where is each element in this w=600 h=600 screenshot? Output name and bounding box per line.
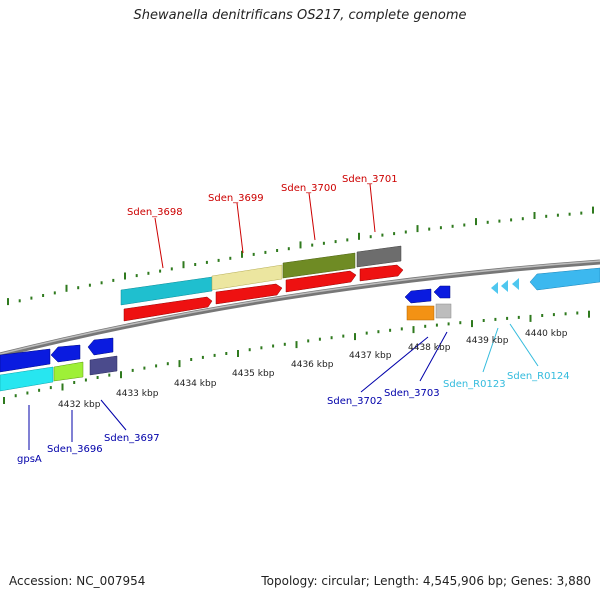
upper-tick-row [7,206,594,306]
lower-cds-row-left [0,337,118,392]
gene-arrow-blue [50,344,81,363]
gene-arrow-red [285,270,357,293]
leader-lines [28,183,539,450]
cds-bar-khaki [211,264,283,291]
kbp-label: 4432 kbp [58,400,101,410]
kbp-label: 4433 kbp [116,389,159,399]
rna-arrow-icon [512,278,519,290]
genome-summary-text: Topology: circular; Length: 4,545,906 bp… [261,574,591,588]
rna-genes [491,267,600,294]
gene-label: gpsA [17,454,42,465]
cds-bar-light-grey [435,303,452,319]
gene-label: Sden_3700 [281,183,337,194]
gene-arrow-blue [433,285,451,299]
kbp-label: 4434 kbp [174,379,217,389]
kbp-labels: 4432 kbp 4433 kbp 4434 kbp 4435 kbp 4436… [58,329,568,410]
cds-bar-orange [406,305,435,321]
lower-tick-row [3,310,590,404]
cds-bar-slate [89,355,118,376]
lower-cds-row-right [404,285,452,321]
rna-arrow-icon [501,280,508,292]
gene-arrow-blue [87,337,114,356]
cds-bar-lime [53,361,84,382]
gene-label: Sden_3702 [327,396,383,407]
cds-bar-cyan [0,366,54,392]
gene-label: Sden_3698 [127,207,183,218]
kbp-label: 4440 kbp [525,329,568,339]
gene-arrow-red [359,264,404,282]
rna-label: Sden_R0123 [443,379,506,390]
gene-arrow-red [215,283,283,305]
kbp-label: 4438 kbp [408,343,451,353]
gene-arrow-red [123,296,213,322]
gene-labels: Sden_3698 Sden_3699 Sden_3700 Sden_3701 … [17,174,570,465]
gene-arrow-lightblue [529,267,600,291]
cds-bar-olive [282,252,356,279]
gene-arrow-blue [404,288,432,304]
kbp-label: 4437 kbp [349,351,392,361]
gene-arrow-blue [0,348,51,373]
gene-label: Sden_3699 [208,193,264,204]
rna-arrow-icon [491,282,498,294]
kbp-label: 4435 kbp [232,369,275,379]
gene-label: Sden_3697 [104,433,160,444]
gene-label: Sden_3701 [342,174,398,185]
backbone-arc [0,259,600,358]
accession-text: Accession: NC_007954 [9,574,146,588]
cds-bar-grey [356,245,402,268]
kbp-label: 4439 kbp [466,336,509,346]
cds-bar-cyan [120,276,213,306]
kbp-label: 4436 kbp [291,360,334,370]
gene-label: Sden_3696 [47,444,103,455]
rna-label: Sden_R0124 [507,371,570,382]
map-title: Shewanella denitrificans OS217, complete… [133,8,467,23]
upper-cds-row [120,245,404,322]
gene-label: Sden_3703 [384,388,440,399]
